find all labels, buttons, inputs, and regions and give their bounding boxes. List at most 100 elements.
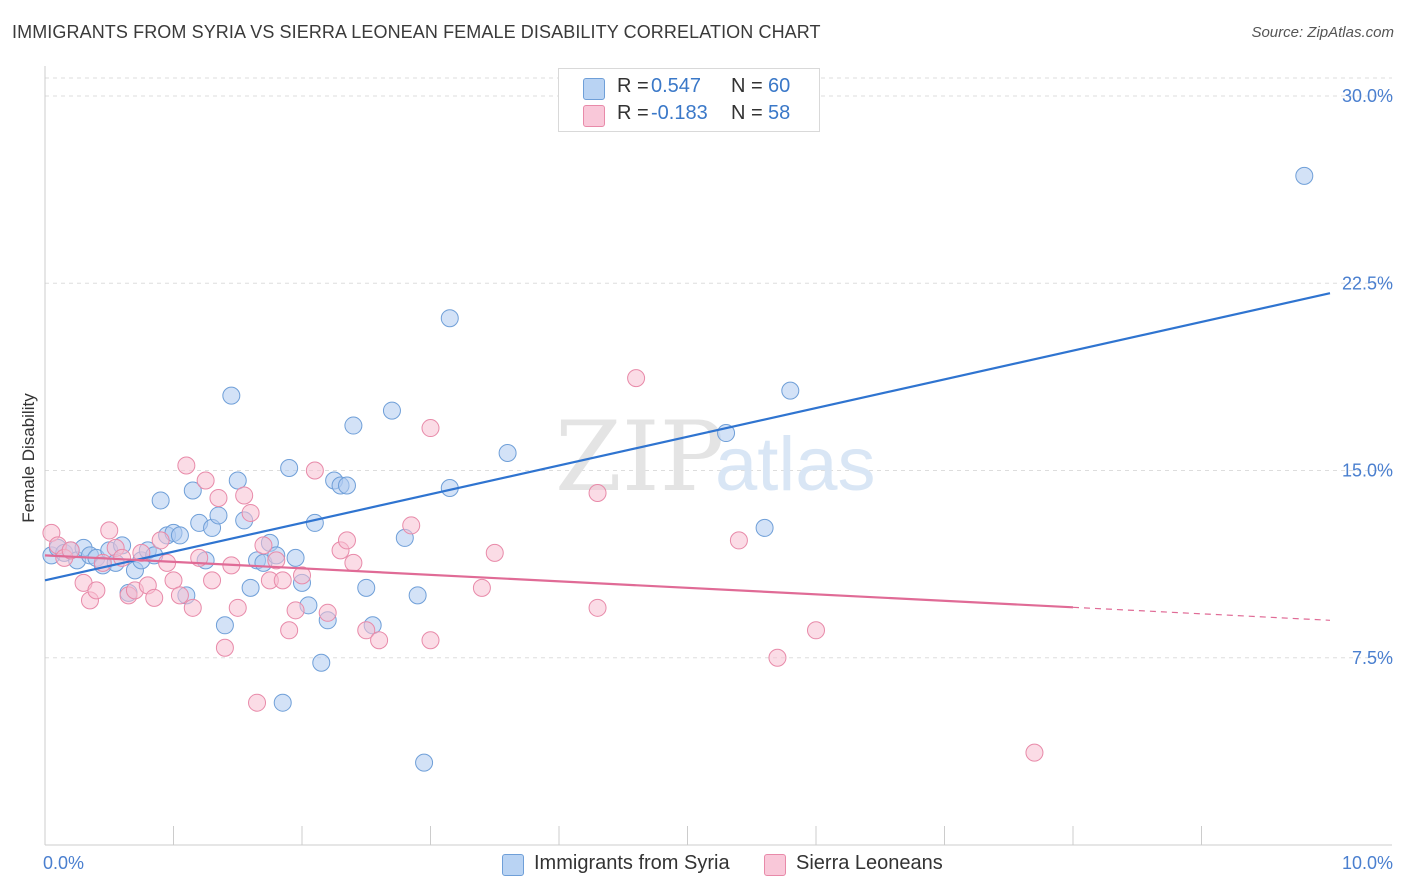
- syria-point: [170, 526, 189, 545]
- sierra-point: [344, 553, 363, 572]
- y-tick-label: 30.0%: [1342, 86, 1393, 106]
- x-tick-label: 10.0%: [1342, 853, 1393, 873]
- syria-point: [408, 586, 427, 605]
- sierra-point: [145, 588, 164, 607]
- sierra-point: [100, 521, 119, 540]
- sierra-point: [87, 581, 106, 600]
- syria-point: [151, 491, 170, 510]
- syria-point: [755, 518, 774, 537]
- sierra-point: [421, 631, 440, 650]
- sierra-point: [196, 471, 215, 490]
- sierra-point: [627, 369, 646, 388]
- sierra-point: [337, 531, 356, 550]
- n-label: N =: [731, 75, 763, 97]
- sierra-point: [61, 541, 80, 560]
- sierra-point: [421, 419, 440, 438]
- data-points: [42, 166, 1314, 772]
- sierra-point: [768, 648, 787, 667]
- syria-point: [357, 578, 376, 597]
- sierra-point: [170, 586, 189, 605]
- sierra-point: [203, 571, 222, 590]
- syria-point: [781, 381, 800, 400]
- r-label: R =: [617, 75, 649, 97]
- n-value: 58: [768, 102, 791, 124]
- sierra-point: [357, 621, 376, 640]
- trend-lines: [44, 292, 1331, 621]
- syria-point: [222, 386, 241, 405]
- syria-point: [344, 416, 363, 435]
- syria-point: [286, 548, 305, 567]
- sierra-point: [215, 638, 234, 657]
- syria-trend-line: [44, 292, 1331, 582]
- syria-point: [209, 506, 228, 525]
- y-axis-label: Female Disability: [19, 393, 38, 523]
- r-value: -0.183: [651, 102, 708, 124]
- syria-point: [273, 693, 292, 712]
- syria-swatch-icon: [583, 78, 605, 100]
- r-label: R =: [617, 102, 649, 124]
- n-value: 60: [768, 75, 791, 97]
- sierra-point: [254, 536, 273, 555]
- syria-point: [183, 481, 202, 500]
- chart-title: IMMIGRANTS FROM SYRIA VS SIERRA LEONEAN …: [12, 22, 821, 42]
- syria-point: [215, 616, 234, 635]
- tick-labels: 7.5% 15.0% 22.5% 30.0% 0.0% 10.0%: [43, 86, 1393, 873]
- watermark-zip: ZIP: [555, 401, 724, 513]
- syria-point: [312, 653, 331, 672]
- sierra-point: [807, 621, 825, 640]
- syria-point: [440, 309, 459, 328]
- bottom-legend-label: Immigrants from Syria: [534, 852, 730, 874]
- syria-point: [415, 753, 434, 772]
- syria-point: [337, 476, 356, 495]
- syria-point: [241, 578, 260, 597]
- y-tick-label: 15.0%: [1342, 461, 1393, 481]
- r-value: 0.547: [651, 75, 702, 97]
- source-label: Source: ZipAtlas.com: [1251, 24, 1394, 41]
- watermark-atlas: atlas: [715, 422, 876, 507]
- y-tick-label: 7.5%: [1352, 648, 1393, 668]
- syria-point: [228, 471, 247, 490]
- sierra-point: [183, 598, 202, 617]
- syria-point: [305, 513, 324, 532]
- sierra-point: [729, 531, 748, 550]
- sierra-point: [485, 543, 504, 562]
- sierra-point: [280, 621, 299, 640]
- sierra-swatch-icon: [764, 854, 786, 876]
- syria-point: [1295, 166, 1314, 185]
- syria-point: [382, 401, 401, 420]
- sierra-trend-line-dashed: [1072, 606, 1331, 621]
- n-label: N =: [731, 102, 763, 124]
- sierra-point: [286, 601, 305, 620]
- sierra-point: [370, 631, 389, 650]
- sierra-point: [293, 566, 311, 585]
- grid-lines: [45, 77, 1392, 659]
- sierra-point: [241, 503, 260, 522]
- sierra-point: [318, 603, 337, 622]
- y-tick-label: 22.5%: [1342, 273, 1393, 293]
- syria-point: [498, 444, 517, 463]
- sierra-point: [588, 598, 607, 617]
- sierra-point: [151, 531, 170, 550]
- axes: [44, 66, 1392, 846]
- x-tick-label: 0.0%: [43, 853, 84, 873]
- sierra-point: [273, 571, 292, 590]
- sierra-point: [267, 551, 286, 570]
- sierra-point: [1025, 743, 1044, 762]
- sierra-point: [588, 483, 607, 502]
- bottom-legend-label: Sierra Leoneans: [796, 852, 943, 874]
- sierra-point: [228, 598, 247, 617]
- syria-swatch-icon: [502, 854, 524, 876]
- sierra-swatch-icon: [583, 105, 605, 127]
- sierra-point: [248, 693, 267, 712]
- sierra-point: [209, 488, 228, 507]
- sierra-point: [305, 461, 324, 480]
- sierra-point: [164, 571, 183, 590]
- sierra-point: [472, 578, 491, 597]
- sierra-trend-line: [44, 554, 1074, 609]
- syria-point: [280, 459, 299, 478]
- sierra-point: [235, 486, 254, 505]
- sierra-point: [402, 516, 421, 535]
- sierra-point: [177, 456, 196, 475]
- correlation-legend: R = 0.547 N = 60 R = -0.183 N = 58: [558, 68, 820, 132]
